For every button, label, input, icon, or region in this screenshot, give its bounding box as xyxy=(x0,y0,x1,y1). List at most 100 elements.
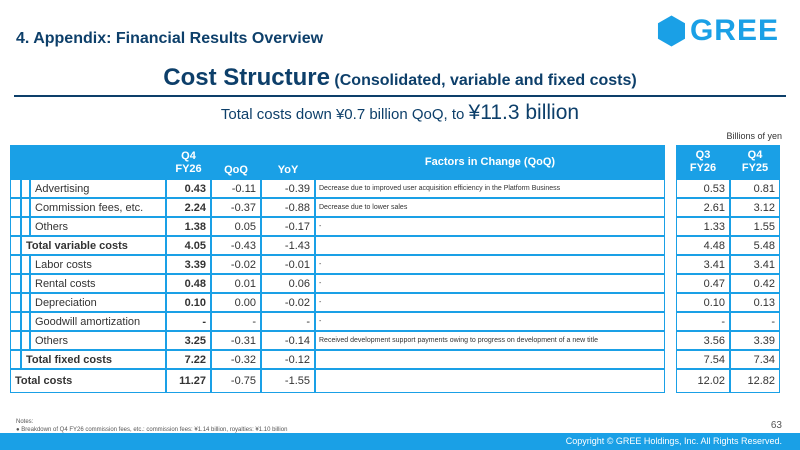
cell-factor: - xyxy=(315,217,665,236)
header-qoq: QoQ xyxy=(211,162,261,179)
cell-q4-fy26: 3.39 xyxy=(166,255,211,274)
title-sub: (Consolidated, variable and fixed costs) xyxy=(334,72,637,89)
cell-qoq: -0.02 xyxy=(211,255,261,274)
header-q3-fy26: Q3 FY26 xyxy=(676,145,730,179)
row-indent xyxy=(10,255,21,274)
cell-qoq: -0.43 xyxy=(211,236,261,255)
row-label: Advertising xyxy=(30,179,166,198)
cell-q4-fy25: 3.39 xyxy=(730,331,780,350)
page-title: Cost Structure (Consolidated, variable a… xyxy=(0,64,800,92)
cell-q3-fy26: 3.41 xyxy=(676,255,730,274)
header-blank xyxy=(10,145,166,179)
title-main: Cost Structure xyxy=(163,64,330,91)
row-indent xyxy=(21,255,30,274)
cell-yoy: -1.43 xyxy=(261,236,315,255)
cell-factor: - xyxy=(315,255,665,274)
cell-q4-fy25: - xyxy=(730,312,780,331)
cell-q4-fy26: 0.48 xyxy=(166,274,211,293)
cell-qoq: -0.37 xyxy=(211,198,261,217)
cell-q3-fy26: 7.54 xyxy=(676,350,730,369)
row-indent xyxy=(10,293,21,312)
cell-q4-fy26: 1.38 xyxy=(166,217,211,236)
cell-qoq: -0.11 xyxy=(211,179,261,198)
units-label: Billions of yen xyxy=(726,131,782,141)
row-label: Commission fees, etc. xyxy=(30,198,166,217)
cell-q3-fy26: 3.56 xyxy=(676,331,730,350)
row-indent xyxy=(21,217,30,236)
cell-q4-fy26: 2.24 xyxy=(166,198,211,217)
row-indent xyxy=(21,274,30,293)
logo-text: GREE xyxy=(689,14,779,47)
cell-q4-fy25: 5.48 xyxy=(730,236,780,255)
summary-line: Total costs down ¥0.7 billion QoQ, to ¥1… xyxy=(0,101,800,125)
row-label: Depreciation xyxy=(30,293,166,312)
cell-factor: Received development support payments ow… xyxy=(315,331,665,350)
cell-q4-fy26: 11.27 xyxy=(166,369,211,393)
row-indent xyxy=(10,236,21,255)
cell-qoq: -0.31 xyxy=(211,331,261,350)
cell-q4-fy25: 3.12 xyxy=(730,198,780,217)
page-number: 63 xyxy=(770,420,782,431)
cell-yoy: -0.17 xyxy=(261,217,315,236)
row-label-total: Total fixed costs xyxy=(21,350,166,369)
row-indent xyxy=(21,293,30,312)
cell-factor: - xyxy=(315,274,665,293)
notes-title: Notes: xyxy=(16,419,34,425)
cell-q3-fy26: 0.10 xyxy=(676,293,730,312)
cell-q3-fy26: 1.33 xyxy=(676,217,730,236)
cell-yoy: -1.55 xyxy=(261,369,315,393)
header-q4-fy25: Q4 FY25 xyxy=(730,145,780,179)
cell-q3-fy26: - xyxy=(676,312,730,331)
row-label: Others xyxy=(30,331,166,350)
cell-factor: Decrease due to lower sales xyxy=(315,198,665,217)
section-label: 4. Appendix: Financial Results Overview xyxy=(16,30,324,47)
cell-factor xyxy=(315,350,665,369)
cell-factor xyxy=(315,236,665,255)
header-yoy: YoY xyxy=(261,162,315,179)
row-label-total: Total variable costs xyxy=(21,236,166,255)
cell-yoy: - xyxy=(261,312,315,331)
row-indent xyxy=(10,350,21,369)
cell-yoy: -0.02 xyxy=(261,293,315,312)
cell-yoy: -0.12 xyxy=(261,350,315,369)
row-label-total: Total costs xyxy=(10,369,166,393)
cell-yoy: -0.01 xyxy=(261,255,315,274)
cell-q4-fy25: 3.41 xyxy=(730,255,780,274)
cell-factor: Decrease due to improved user acquisitio… xyxy=(315,179,665,198)
note-item: ● Breakdown of Q4 FY26 commission fees, … xyxy=(16,427,288,433)
cell-q3-fy26: 0.53 xyxy=(676,179,730,198)
cell-q4-fy25: 0.81 xyxy=(730,179,780,198)
cell-q4-fy25: 12.82 xyxy=(730,369,780,393)
cell-factor xyxy=(315,369,665,393)
copyright-text: Copyright © GREE Holdings, Inc. All Righ… xyxy=(565,436,782,446)
row-indent xyxy=(10,198,21,217)
cell-yoy: -0.88 xyxy=(261,198,315,217)
cell-q3-fy26: 12.02 xyxy=(676,369,730,393)
header-factors: Factors in Change (QoQ) xyxy=(315,145,665,179)
cell-qoq: -0.75 xyxy=(211,369,261,393)
notes: Notes: ● Breakdown of Q4 FY26 commission… xyxy=(16,418,287,434)
title-divider xyxy=(14,95,786,97)
cell-qoq: -0.32 xyxy=(211,350,261,369)
cell-q4-fy26: 0.10 xyxy=(166,293,211,312)
cell-q4-fy25: 0.13 xyxy=(730,293,780,312)
summary-amount: ¥11.3 billion xyxy=(468,101,580,124)
cell-yoy: -0.39 xyxy=(261,179,315,198)
header-q4-fy26: Q4 FY26 xyxy=(166,145,211,179)
row-indent xyxy=(21,179,30,198)
row-indent xyxy=(10,312,21,331)
row-indent xyxy=(10,217,21,236)
cell-q4-fy26: 4.05 xyxy=(166,236,211,255)
cell-q4-fy26: 7.22 xyxy=(166,350,211,369)
row-label: Labor costs xyxy=(30,255,166,274)
cell-q4-fy25: 1.55 xyxy=(730,217,780,236)
row-indent xyxy=(21,312,30,331)
cell-qoq: - xyxy=(211,312,261,331)
summary-prefix: Total costs down ¥0.7 billion QoQ, to xyxy=(220,106,469,123)
cell-q3-fy26: 4.48 xyxy=(676,236,730,255)
row-indent xyxy=(10,331,21,350)
cell-q4-fy26: 0.43 xyxy=(166,179,211,198)
row-indent xyxy=(21,331,30,350)
row-indent xyxy=(10,274,21,293)
cell-q4-fy25: 7.34 xyxy=(730,350,780,369)
